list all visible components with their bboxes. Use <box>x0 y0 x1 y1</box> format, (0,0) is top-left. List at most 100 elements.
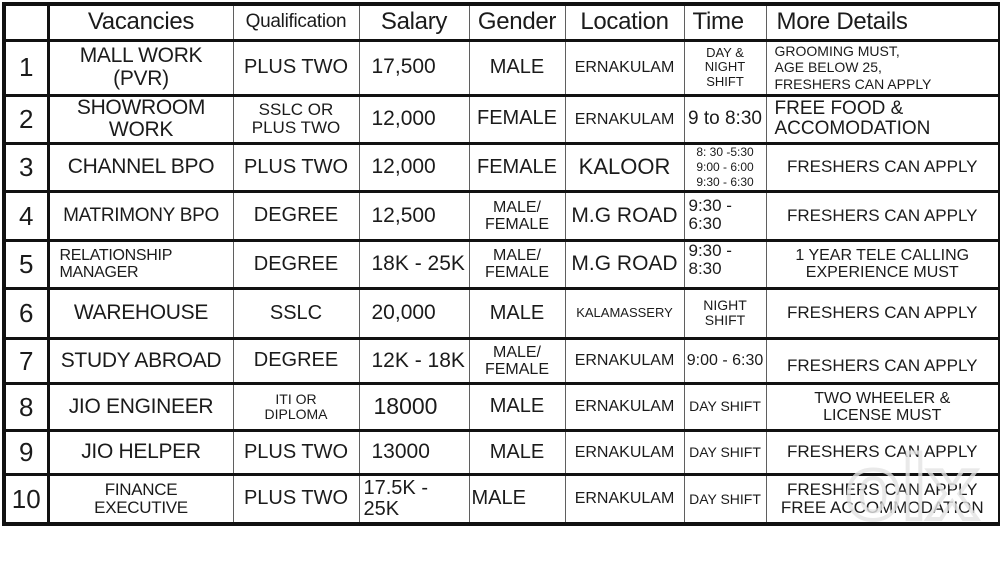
cell-qualification: PLUS TWO <box>232 474 359 526</box>
cell-qualification: DEGREE <box>232 338 359 385</box>
cell-salary: 20,000 <box>358 288 469 340</box>
cell-index: 9 <box>4 430 48 476</box>
cell-index: 10 <box>4 474 48 526</box>
cell-more-details: FRESHERS CAN APPLY <box>765 338 1000 385</box>
cell-more-details: FREE FOOD & ACCOMODATION <box>765 95 1000 145</box>
cell-index: 2 <box>4 95 48 145</box>
cell-qualification: DEGREE <box>232 191 359 242</box>
cell-more-details: FRESHERS CAN APPLY <box>765 288 1000 340</box>
cell-salary: 17.5K - 25K <box>358 474 469 526</box>
cell-index: 7 <box>4 338 48 385</box>
table-row: 3 CHANNEL BPO PLUS TWO 12,000 FEMALE KALOOR 8:… <box>4 143 1000 193</box>
table-row: 9 JIO HELPER PLUS TWO 13000 MALE ERNAKULAM DAY… <box>4 430 1000 476</box>
column-header-location: Location <box>564 4 684 42</box>
column-header-salary: Salary <box>358 4 469 42</box>
table-row: 8 JIO ENGINEER ITI OR DIPLOMA 18000 MALE ERNA… <box>4 383 1000 432</box>
cell-gender: MALE/ FEMALE <box>468 240 565 290</box>
cell-vacancies: STUDY ABROAD <box>46 338 233 385</box>
cell-qualification: PLUS TWO <box>232 430 359 476</box>
cell-gender: FEMALE <box>468 143 565 193</box>
cell-vacancies: MATRIMONY BPO <box>46 191 233 242</box>
cell-more-details: FRESHERS CAN APPLY <box>765 191 1000 242</box>
cell-salary: 18000 <box>358 383 469 432</box>
cell-gender: MALE <box>468 383 565 432</box>
cell-salary: 12,000 <box>358 95 469 145</box>
cell-time: 8: 30 -5:30 9:00 - 6:00 9:30 - 6:30 <box>683 143 766 193</box>
cell-salary: 12,000 <box>358 143 469 193</box>
table-row: 4 MATRIMONY BPO DEGREE 12,500 MALE/ FEMALE M.… <box>4 191 1000 242</box>
cell-time: 9:30 - 8:30 <box>683 240 766 290</box>
cell-qualification: PLUS TWO <box>232 40 359 97</box>
cell-salary: 17,500 <box>358 40 469 97</box>
cell-gender: MALE <box>468 430 565 476</box>
cell-gender: MALE <box>468 288 565 340</box>
cell-time: 9:30 - 6:30 <box>683 191 766 242</box>
column-header-time: Time <box>683 4 766 42</box>
cell-time: NIGHT SHIFT <box>683 288 766 340</box>
cell-qualification: SSLC OR PLUS TWO <box>232 95 359 145</box>
cell-index: 3 <box>4 143 48 193</box>
cell-time: 9:00 - 6:30 <box>683 338 766 385</box>
cell-index: 4 <box>4 191 48 242</box>
column-header-index <box>4 4 48 42</box>
cell-salary: 13000 <box>358 430 469 476</box>
cell-gender: FEMALE <box>468 95 565 145</box>
cell-more-details: GROOMING MUST, AGE BELOW 25, FRESHERS CA… <box>765 40 1000 97</box>
cell-vacancies: SHOWROOM WORK <box>46 95 233 145</box>
table-body: 1 MALL WORK (PVR) PLUS TWO 17,500 MALE ERNAKU… <box>4 40 1000 526</box>
cell-index: 5 <box>4 240 48 290</box>
cell-location: ERNAKULAM <box>564 383 684 432</box>
cell-location: ERNAKULAM <box>564 95 684 145</box>
cell-vacancies: JIO ENGINEER <box>46 383 233 432</box>
cell-location: M.G ROAD <box>564 240 684 290</box>
cell-vacancies: FINANCE EXECUTIVE <box>46 474 233 526</box>
cell-index: 8 <box>4 383 48 432</box>
cell-time: DAY SHIFT <box>683 430 766 476</box>
table-row: 6 WAREHOUSE SSLC 20,000 MALE KALAMASSERY NIGHT… <box>4 288 1000 340</box>
table-row: 10 FINANCE EXECUTIVE PLUS TWO 17.5K - 25K MA… <box>4 474 1000 526</box>
cell-gender: MALE/ FEMALE <box>468 191 565 242</box>
column-header-gender: Gender <box>468 4 565 42</box>
cell-vacancies: JIO HELPER <box>46 430 233 476</box>
cell-location: KALOOR <box>564 143 684 193</box>
cell-time: 9 to 8:30 <box>683 95 766 145</box>
cell-index: 1 <box>4 40 48 97</box>
cell-vacancies: WAREHOUSE <box>46 288 233 340</box>
cell-salary: 12,500 <box>358 191 469 242</box>
cell-more-details: FRESHERS CAN APPLY <box>765 143 1000 193</box>
cell-qualification: PLUS TWO <box>232 143 359 193</box>
cell-more-details: FRESHERS CAN APPLY <box>765 430 1000 476</box>
cell-location: M.G ROAD <box>564 191 684 242</box>
cell-time: DAY & NIGHT SHIFT <box>683 40 766 97</box>
cell-more-details: 1 YEAR TELE CALLING EXPERIENCE MUST <box>765 240 1000 290</box>
cell-more-details: FRESHERS CAN APPLY FREE ACCOMMODATION <box>765 474 1000 526</box>
cell-more-details: TWO WHEELER & LICENSE MUST <box>765 383 1000 432</box>
cell-location: ERNAKULAM <box>564 40 684 97</box>
table-row: 2 SHOWROOM WORK SSLC OR PLUS TWO 12,000 FEMA… <box>4 95 1000 145</box>
table-row: 5 RELATIONSHIP MANAGER DEGREE 18K - 25K MALE… <box>4 240 1000 290</box>
table-row: 1 MALL WORK (PVR) PLUS TWO 17,500 MALE ERNAKU… <box>4 40 1000 97</box>
cell-location: ERNAKULAM <box>564 338 684 385</box>
table-row: 7 STUDY ABROAD DEGREE 12K - 18K MALE/ FEMALE… <box>4 338 1000 385</box>
cell-vacancies: RELATIONSHIP MANAGER <box>46 240 233 290</box>
cell-qualification: SSLC <box>232 288 359 340</box>
jobs-table: Vacancies Qualification Salary Gender Locati… <box>2 2 1000 527</box>
cell-gender: MALE <box>468 40 565 97</box>
column-header-qualification: Qualification <box>232 4 359 42</box>
cell-salary: 18K - 25K <box>358 240 469 290</box>
cell-location: KALAMASSERY <box>564 288 684 340</box>
column-header-more-details: More Details <box>765 4 1000 42</box>
cell-qualification: ITI OR DIPLOMA <box>232 383 359 432</box>
cell-gender: MALE/ FEMALE <box>468 338 565 385</box>
cell-gender: MALE <box>468 474 565 526</box>
cell-location: ERNAKULAM <box>564 474 684 526</box>
cell-location: ERNAKULAM <box>564 430 684 476</box>
cell-time: DAY SHIFT <box>683 474 766 526</box>
cell-salary: 12K - 18K <box>358 338 469 385</box>
cell-time: DAY SHIFT <box>683 383 766 432</box>
cell-vacancies: CHANNEL BPO <box>46 143 233 193</box>
cell-index: 6 <box>4 288 48 340</box>
cell-qualification: DEGREE <box>232 240 359 290</box>
header-row: Vacancies Qualification Salary Gender Locati… <box>4 4 1000 42</box>
